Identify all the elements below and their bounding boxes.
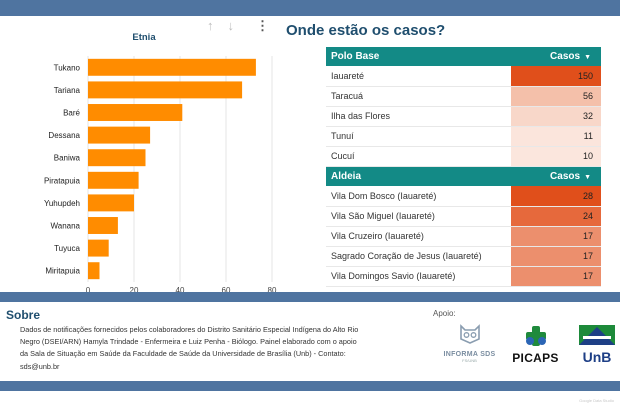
x-tick-label: 80 bbox=[268, 286, 277, 292]
polo-row-value: 32 bbox=[511, 106, 601, 127]
bar[interactable] bbox=[88, 262, 100, 280]
aldeia-row-value: 28 bbox=[511, 186, 601, 207]
sobre-title: Sobre bbox=[6, 308, 41, 322]
aldeia-row[interactable]: Vila Dom Bosco (Iauareté) 28 bbox=[326, 186, 601, 207]
credit-text: Google Data Studio bbox=[579, 398, 614, 403]
x-tick-label: 40 bbox=[176, 286, 185, 292]
aldeia-table: Aldeia Casos ▼ Vila Dom Bosco (Iauareté) 2… bbox=[326, 167, 601, 287]
chart-title: Etnia bbox=[132, 32, 156, 43]
aldeia-name-header[interactable]: Aldeia bbox=[326, 167, 511, 186]
sobre-description: Dados de notificações fornecidos pelos c… bbox=[20, 325, 359, 371]
aldeia-row-name: Vila Dom Bosco (Iauareté) bbox=[326, 186, 511, 207]
divider-band bbox=[0, 292, 620, 302]
informa-sds-logo: INFORMA SDS FS/UNB bbox=[442, 324, 497, 364]
y-category-label: Wanana bbox=[51, 222, 81, 231]
aldeia-row-value: 24 bbox=[511, 206, 601, 227]
unb-logo-text: UnB bbox=[582, 349, 612, 365]
polo-row-name: Ilha das Flores bbox=[326, 106, 511, 127]
top-banner bbox=[0, 0, 620, 16]
aldeia-row[interactable]: Sagrado Coração de Jesus (Iauareté) 17 bbox=[326, 246, 601, 267]
polo-row-name: Cucuí bbox=[326, 146, 511, 167]
polo-casos-header[interactable]: Casos ▼ bbox=[511, 47, 601, 66]
etnia-bar-chart: Etnia Tukano Tariana Baré Dessana Baniwa Pira… bbox=[44, 32, 277, 292]
picaps-logo: PICAPS bbox=[507, 324, 564, 368]
bar[interactable] bbox=[88, 104, 183, 121]
polo-row-value: 56 bbox=[511, 86, 601, 107]
y-category-label: Yuhupdeh bbox=[44, 199, 80, 208]
aldeia-row[interactable]: Vila São Miguel (Iauareté) 24 bbox=[326, 206, 601, 227]
polo-row-name: Iauareté bbox=[326, 66, 511, 87]
aldeia-row-name: Vila Domingos Savio (Iauareté) bbox=[326, 266, 511, 287]
aldeia-row-name: Vila São Miguel (Iauareté) bbox=[326, 206, 511, 227]
x-tick-label: 20 bbox=[130, 286, 139, 292]
bar[interactable] bbox=[88, 58, 256, 76]
picaps-logo-text: PICAPS bbox=[512, 351, 559, 365]
y-category-label: Tariana bbox=[54, 86, 81, 95]
aldeia-row-name: Vila Cruzeiro (Iauareté) bbox=[326, 226, 511, 247]
polo-row[interactable]: Taracuá 56 bbox=[326, 86, 601, 107]
y-category-label: Miritapuia bbox=[45, 267, 80, 276]
bar[interactable] bbox=[88, 126, 151, 144]
informa-logo-sub: FS/UNB bbox=[462, 358, 477, 363]
aldeia-row[interactable]: Vila Domingos Savio (Iauareté) 17 bbox=[326, 266, 601, 287]
polo-row[interactable]: Cucuí 10 bbox=[326, 146, 601, 167]
aldeia-row[interactable]: Vila Cruzeiro (Iauareté) 17 bbox=[326, 226, 601, 247]
y-category-label: Baniwa bbox=[54, 154, 81, 163]
chart-toolbar: ↑ ↓ ⋮ bbox=[207, 18, 269, 34]
polo-row-name: Taracuá bbox=[326, 86, 511, 107]
polo-base-table: Polo Base Casos ▼ Iauareté 150 Taracuá 56 Ilh… bbox=[326, 47, 601, 167]
bottom-band bbox=[0, 381, 620, 391]
unb-mark-icon bbox=[579, 325, 615, 345]
more-vert-icon[interactable]: ⋮ bbox=[256, 18, 269, 33]
aldeia-casos-header[interactable]: Casos ▼ bbox=[511, 167, 601, 186]
polo-row-value: 10 bbox=[511, 146, 601, 167]
polo-row-value: 11 bbox=[511, 126, 601, 147]
apoio-label: Apoio: bbox=[433, 309, 456, 318]
bar[interactable] bbox=[88, 81, 243, 99]
section-title: Onde estão os casos? bbox=[286, 22, 446, 39]
bar[interactable] bbox=[88, 194, 134, 212]
arrow-up-icon[interactable]: ↑ bbox=[207, 18, 214, 33]
x-tick-label: 0 bbox=[86, 286, 91, 292]
bar[interactable] bbox=[88, 239, 109, 257]
polo-row-value: 150 bbox=[511, 66, 601, 87]
y-category-label: Baré bbox=[63, 109, 80, 118]
aldeia-row-value: 17 bbox=[511, 226, 601, 247]
y-category-label: Tukano bbox=[54, 63, 81, 72]
bar[interactable] bbox=[88, 149, 146, 167]
sort-desc-icon: ▼ bbox=[584, 54, 591, 61]
y-category-label: Dessana bbox=[48, 131, 80, 140]
bar[interactable] bbox=[88, 217, 118, 234]
bar[interactable] bbox=[88, 171, 139, 189]
polo-row-name: Tunuí bbox=[326, 126, 511, 147]
arrow-down-icon[interactable]: ↓ bbox=[227, 18, 235, 33]
aldeia-row-value: 17 bbox=[511, 246, 601, 267]
y-category-label: Tuyuca bbox=[54, 244, 80, 253]
picaps-hands-icon bbox=[525, 326, 546, 346]
informa-logo-text: INFORMA SDS bbox=[443, 351, 496, 358]
polo-row[interactable]: Ilha das Flores 32 bbox=[326, 106, 601, 127]
owl-icon bbox=[459, 324, 480, 344]
unb-logo: UnB bbox=[577, 324, 617, 368]
x-tick-label: 60 bbox=[222, 286, 231, 292]
sort-desc-icon: ▼ bbox=[584, 174, 591, 181]
etnia-chart-panel: Etnia Tukano Tariana Baré Dessana Baniwa Pira… bbox=[0, 16, 282, 292]
polo-name-header[interactable]: Polo Base bbox=[326, 47, 511, 66]
aldeia-row-value: 17 bbox=[511, 266, 601, 287]
polo-row[interactable]: Tunuí 11 bbox=[326, 126, 601, 147]
aldeia-row-name: Sagrado Coração de Jesus (Iauareté) bbox=[326, 246, 511, 267]
footer: Sobre Dados de notificações fornecidos p… bbox=[0, 302, 620, 381]
y-category-label: Piratapuia bbox=[44, 176, 81, 185]
polo-row[interactable]: Iauareté 150 bbox=[326, 66, 601, 87]
